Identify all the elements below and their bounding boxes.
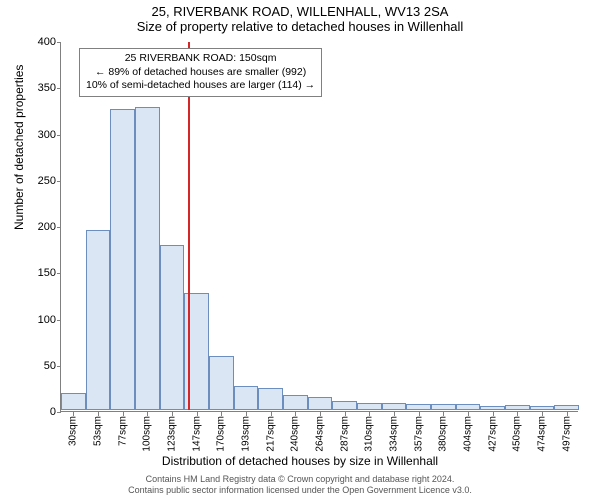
page-title: 25, RIVERBANK ROAD, WILLENHALL, WV13 2SA: [0, 0, 600, 19]
plot-region: 05010015020025030035040030sqm53sqm77sqm1…: [60, 42, 578, 412]
y-tick-label: 200: [26, 221, 56, 233]
reference-line: [188, 42, 190, 410]
x-tick-label: 450sqm: [512, 416, 523, 452]
histogram-bar: [234, 386, 259, 410]
histogram-bar: [382, 403, 407, 410]
y-tick-mark: [57, 366, 61, 367]
footer-line-1: Contains HM Land Registry data © Crown c…: [0, 474, 600, 485]
histogram-bar: [135, 107, 160, 410]
histogram-bar: [209, 356, 234, 410]
x-tick-label: 427sqm: [487, 416, 498, 452]
y-tick-mark: [57, 320, 61, 321]
x-tick-label: 334sqm: [389, 416, 400, 452]
x-tick-label: 77sqm: [117, 416, 128, 446]
histogram-bar: [61, 393, 86, 410]
histogram-bar: [530, 406, 555, 410]
histogram-bar: [554, 405, 579, 410]
annotation-line-3: 10% of semi-detached houses are larger (…: [86, 79, 315, 93]
y-tick-label: 150: [26, 267, 56, 279]
x-tick-label: 217sqm: [265, 416, 276, 452]
y-tick-label: 100: [26, 314, 56, 326]
histogram-bar: [160, 245, 185, 410]
y-axis-label: Number of detached properties: [12, 65, 26, 230]
y-tick-label: 400: [26, 36, 56, 48]
annotation-line-2: ← 89% of detached houses are smaller (99…: [86, 66, 315, 80]
x-tick-label: 357sqm: [413, 416, 424, 452]
histogram-bar: [258, 388, 283, 410]
histogram-bar: [86, 230, 111, 410]
x-tick-label: 404sqm: [463, 416, 474, 452]
x-tick-label: 310sqm: [364, 416, 375, 452]
y-tick-mark: [57, 42, 61, 43]
annotation-line-1: 25 RIVERBANK ROAD: 150sqm: [86, 52, 315, 66]
histogram-bar: [308, 397, 333, 410]
x-tick-label: 380sqm: [438, 416, 449, 452]
x-tick-label: 170sqm: [216, 416, 227, 452]
histogram-bar: [406, 404, 431, 410]
footer-attribution: Contains HM Land Registry data © Crown c…: [0, 474, 600, 496]
x-tick-label: 193sqm: [241, 416, 252, 452]
y-tick-mark: [57, 227, 61, 228]
x-axis-label: Distribution of detached houses by size …: [0, 454, 600, 468]
histogram-bar: [357, 403, 382, 410]
footer-line-2: Contains public sector information licen…: [0, 485, 600, 496]
y-tick-label: 0: [26, 406, 56, 418]
histogram-bar: [110, 109, 135, 410]
y-tick-label: 350: [26, 82, 56, 94]
y-tick-label: 300: [26, 129, 56, 141]
histogram-bar: [332, 401, 357, 410]
histogram-bar: [283, 395, 308, 410]
x-tick-label: 123sqm: [167, 416, 178, 452]
x-tick-label: 100sqm: [142, 416, 153, 452]
histogram-bar: [505, 405, 530, 410]
x-tick-label: 264sqm: [315, 416, 326, 452]
x-tick-label: 53sqm: [93, 416, 104, 446]
histogram-bar: [431, 404, 456, 410]
x-tick-label: 474sqm: [537, 416, 548, 452]
y-tick-mark: [57, 412, 61, 413]
chart-area: 05010015020025030035040030sqm53sqm77sqm1…: [60, 42, 578, 412]
y-tick-mark: [57, 135, 61, 136]
x-tick-label: 497sqm: [561, 416, 572, 452]
x-tick-label: 287sqm: [339, 416, 350, 452]
y-tick-mark: [57, 273, 61, 274]
y-tick-mark: [57, 181, 61, 182]
histogram-bar: [480, 406, 505, 410]
y-tick-mark: [57, 88, 61, 89]
x-tick-label: 30sqm: [68, 416, 79, 446]
x-tick-label: 147sqm: [191, 416, 202, 452]
histogram-bar: [456, 404, 481, 410]
y-tick-label: 250: [26, 175, 56, 187]
y-tick-label: 50: [26, 360, 56, 372]
annotation-box: 25 RIVERBANK ROAD: 150sqm← 89% of detach…: [79, 48, 322, 97]
page-subtitle: Size of property relative to detached ho…: [0, 19, 600, 36]
x-tick-label: 240sqm: [290, 416, 301, 452]
